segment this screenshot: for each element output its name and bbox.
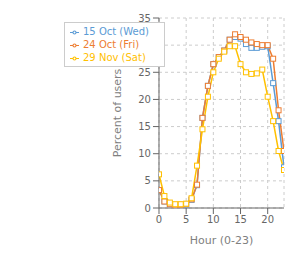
svg-text:Percent of users: Percent of users [111,68,124,157]
svg-text:20: 20 [138,94,151,105]
html-text:29 Nov (Sat): 29 Nov (Sat) [83,52,146,63]
svg-text:15: 15 [234,214,247,225]
svg-text:0: 0 [145,203,151,214]
svg-text:5: 5 [183,214,189,225]
svg-text:5: 5 [145,175,151,186]
svg-text:Hour (0-23): Hour (0-23) [190,234,254,247]
svg-text:20: 20 [261,214,274,225]
svg-text:10: 10 [138,148,151,159]
svg-text:0: 0 [156,214,162,225]
svg-text:25: 25 [138,67,151,78]
svg-text:15: 15 [138,121,151,132]
svg-text:30: 30 [138,40,151,51]
html-text:15 Oct (Wed): 15 Oct (Wed) [83,26,149,37]
svg-text:10: 10 [207,214,220,225]
svg-text:35: 35 [138,13,151,24]
html-text:24 Oct (Fri): 24 Oct (Fri) [83,39,140,50]
